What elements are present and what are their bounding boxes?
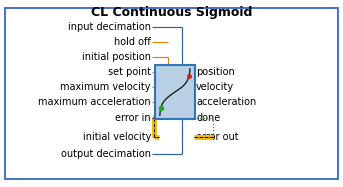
- Text: set point: set point: [108, 67, 151, 77]
- Text: position: position: [196, 67, 235, 77]
- Text: output decimation: output decimation: [61, 149, 151, 159]
- Text: initial velocity: initial velocity: [83, 131, 151, 142]
- Text: CL Continuous Sigmoid: CL Continuous Sigmoid: [91, 6, 252, 19]
- Text: maximum velocity: maximum velocity: [60, 82, 151, 92]
- Text: error out: error out: [196, 131, 239, 142]
- Text: initial position: initial position: [82, 52, 151, 62]
- Text: maximum acceleration: maximum acceleration: [38, 97, 151, 107]
- Text: done: done: [196, 113, 221, 123]
- Text: input decimation: input decimation: [68, 22, 151, 32]
- Text: velocity: velocity: [196, 82, 234, 92]
- Text: acceleration: acceleration: [196, 97, 257, 107]
- Text: hold off: hold off: [114, 37, 151, 47]
- Text: error in: error in: [115, 113, 151, 123]
- FancyBboxPatch shape: [155, 65, 195, 119]
